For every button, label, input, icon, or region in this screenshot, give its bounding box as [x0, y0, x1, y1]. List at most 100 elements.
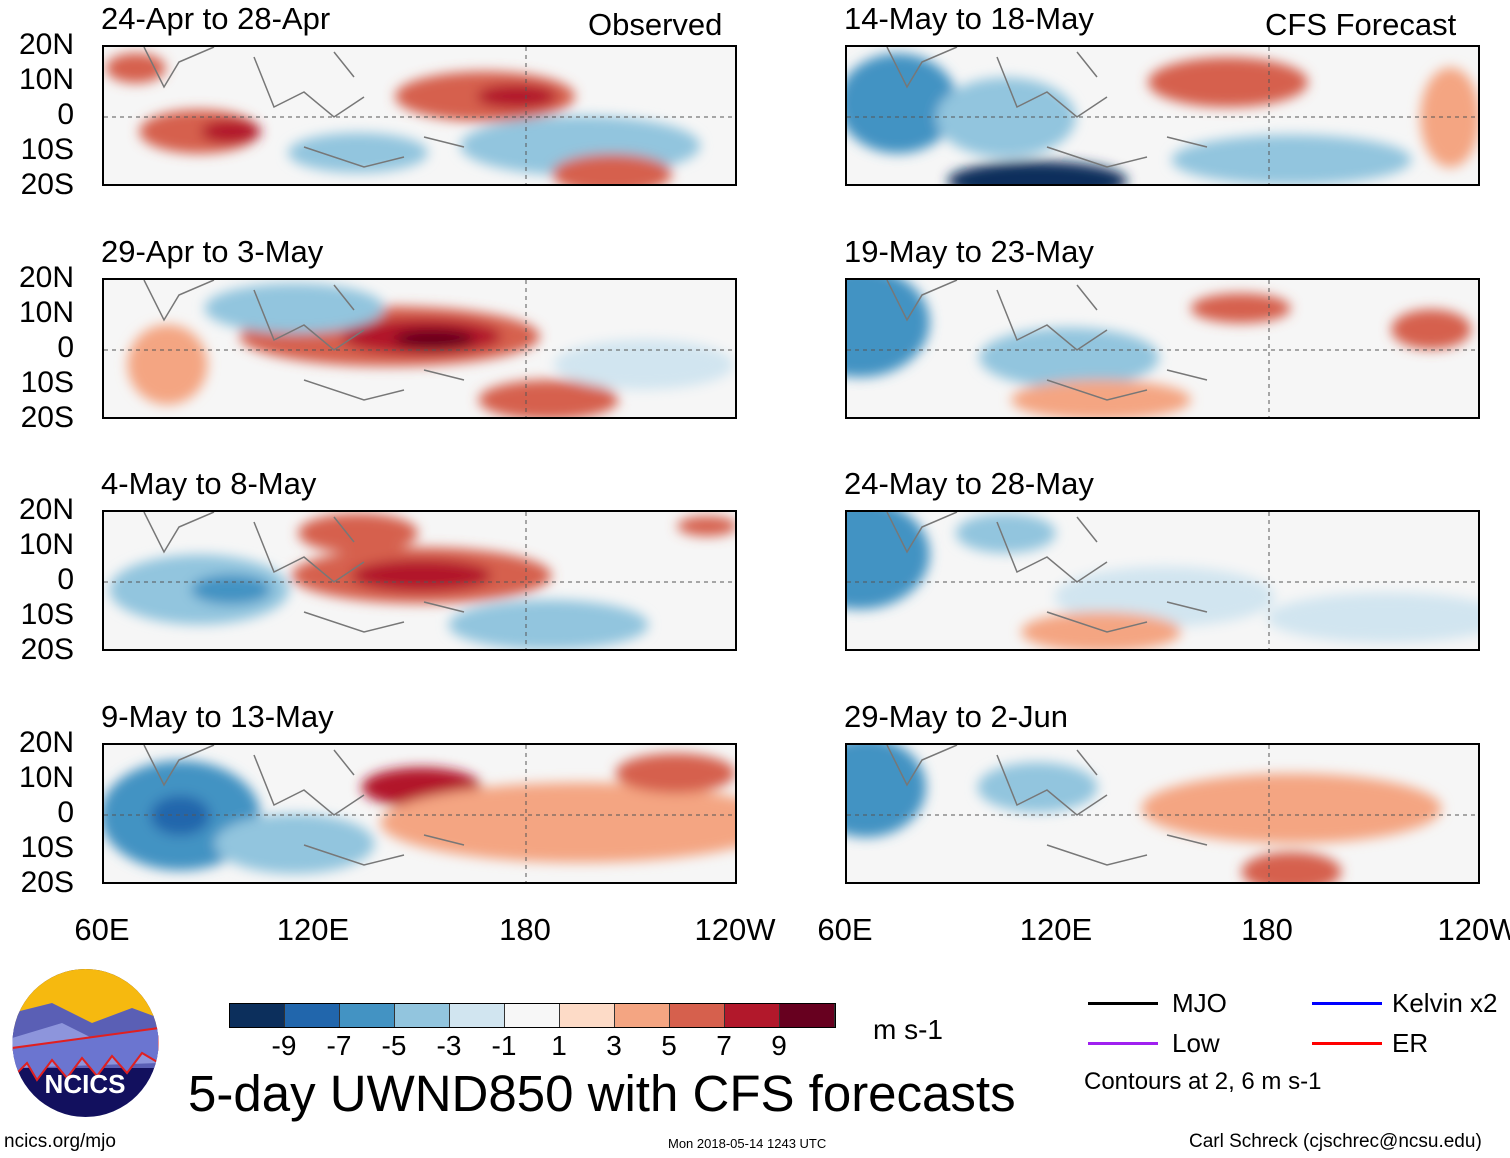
coastline [143, 512, 465, 633]
lat-tick: 0 [57, 98, 74, 131]
author: Carl Schreck (cjschrec@ncsu.edu) [1189, 1131, 1482, 1152]
observed-label: Observed [588, 7, 723, 42]
anomaly-region [935, 77, 1076, 158]
coastline [886, 47, 1208, 168]
timestamp: Mon 2018-05-14 1243 UTC [668, 1136, 827, 1151]
anomaly-region [204, 283, 385, 334]
anomaly-region [977, 762, 1098, 813]
panel-title: 24-May to 28-May [844, 466, 1094, 501]
colorbar-swatch [560, 1004, 615, 1027]
anomaly-region [351, 559, 492, 592]
panel-title: 24-Apr to 28-Apr [101, 1, 331, 36]
colorbar-swatch [450, 1004, 505, 1027]
anomaly-region [1054, 566, 1275, 627]
colorbar-label: -3 [436, 1030, 462, 1061]
lat-tick: 20N [18, 726, 74, 759]
forecast-label: CFS Forecast [1265, 7, 1457, 42]
anomaly-region [847, 280, 930, 378]
coastline [143, 745, 465, 866]
anomaly-region [847, 745, 927, 838]
colorbar-label: 3 [606, 1030, 622, 1061]
map-panel [845, 278, 1480, 419]
anomaly-region [1011, 379, 1191, 417]
anomaly-region [1391, 309, 1472, 350]
legend-swatch-er [1312, 1042, 1382, 1045]
map-panel [845, 510, 1480, 651]
anomaly-region [127, 324, 208, 405]
colorbar-units: m s-1 [873, 1014, 943, 1045]
lat-tick: 10S [20, 133, 74, 166]
legend-label-kelvin: Kelvin x2 [1392, 988, 1498, 1018]
anomaly-region [214, 813, 375, 874]
chart-title: 5-day UWND850 with CFS forecasts [188, 1065, 1016, 1122]
lat-tick: 10N [18, 63, 74, 96]
coastline [886, 280, 1208, 401]
lat-tick: 10N [18, 296, 74, 329]
lat-tick: 10S [20, 366, 74, 399]
anomaly-region [553, 339, 734, 390]
colorbar-label: 5 [661, 1030, 677, 1061]
panel-title: 29-Apr to 3-May [101, 234, 324, 269]
map-panel [102, 45, 737, 186]
lat-tick: 0 [57, 796, 74, 829]
anomaly-region [1171, 134, 1412, 184]
panel-title: 29-May to 2-Jun [844, 699, 1068, 734]
legend-label-er: ER [1392, 1028, 1429, 1058]
anomaly-region [298, 513, 418, 554]
lat-tick: 20S [20, 866, 74, 899]
anomaly-region [478, 379, 619, 417]
site-link[interactable]: ncics.org/mjo [4, 1131, 116, 1152]
anomaly-region [947, 160, 1128, 184]
lat-tick: 10S [20, 598, 74, 631]
lat-tick: 20S [20, 633, 74, 666]
legend-swatch-mjo [1088, 1002, 1158, 1005]
lon-tick: 120W [694, 912, 776, 947]
colorbar-label: 1 [551, 1030, 567, 1061]
lat-tick: 20N [18, 493, 74, 526]
lon-tick: 180 [1241, 912, 1293, 947]
anomaly-region [1241, 851, 1342, 882]
colorbar-label: 9 [771, 1030, 787, 1061]
colorbar-swatch [340, 1004, 395, 1027]
map-panel [845, 45, 1480, 186]
lat-tick: 10S [20, 831, 74, 864]
map-panel [102, 510, 737, 651]
panel-title: 14-May to 18-May [844, 1, 1094, 36]
anomaly-region [979, 327, 1160, 388]
colorbar-swatch [780, 1004, 835, 1027]
anomaly-region [448, 599, 649, 649]
legend-swatch-low [1088, 1042, 1158, 1045]
map-panel [102, 743, 737, 884]
coastline [886, 512, 1208, 633]
anomaly-region [1266, 592, 1478, 643]
legend-label-low: Low [1172, 1028, 1220, 1058]
anomaly-region [552, 153, 672, 184]
anomaly-region [677, 516, 735, 537]
lat-tick: 10N [18, 761, 74, 794]
map-panel [845, 743, 1480, 884]
colorbar [229, 1003, 836, 1028]
panel-title: 4-May to 8-May [101, 466, 317, 501]
colorbar-swatch [285, 1004, 340, 1027]
anomaly-region [615, 753, 735, 794]
coastline [143, 47, 465, 168]
lon-tick: 120E [1019, 912, 1093, 947]
logo-text: NCICS [45, 1069, 126, 1099]
colorbar-label: -1 [491, 1030, 517, 1061]
colorbar-swatch [505, 1004, 560, 1027]
anomaly-region [1244, 774, 1365, 815]
anomaly-region [476, 84, 557, 109]
colorbar-label: -7 [326, 1030, 352, 1061]
colorbar-swatch [395, 1004, 450, 1027]
lon-tick: 120E [276, 912, 350, 947]
panel-title: 9-May to 13-May [101, 699, 334, 734]
anomaly-region [288, 132, 428, 173]
panel-title: 19-May to 23-May [844, 234, 1094, 269]
colorbar-label: 7 [716, 1030, 732, 1061]
lat-tick: 20N [18, 261, 74, 294]
lon-tick: 180 [499, 912, 551, 947]
coastline [886, 745, 1208, 866]
lat-tick: 20S [20, 168, 74, 201]
anomaly-region [847, 53, 958, 154]
ncics-logo: NCICS [12, 968, 159, 1118]
